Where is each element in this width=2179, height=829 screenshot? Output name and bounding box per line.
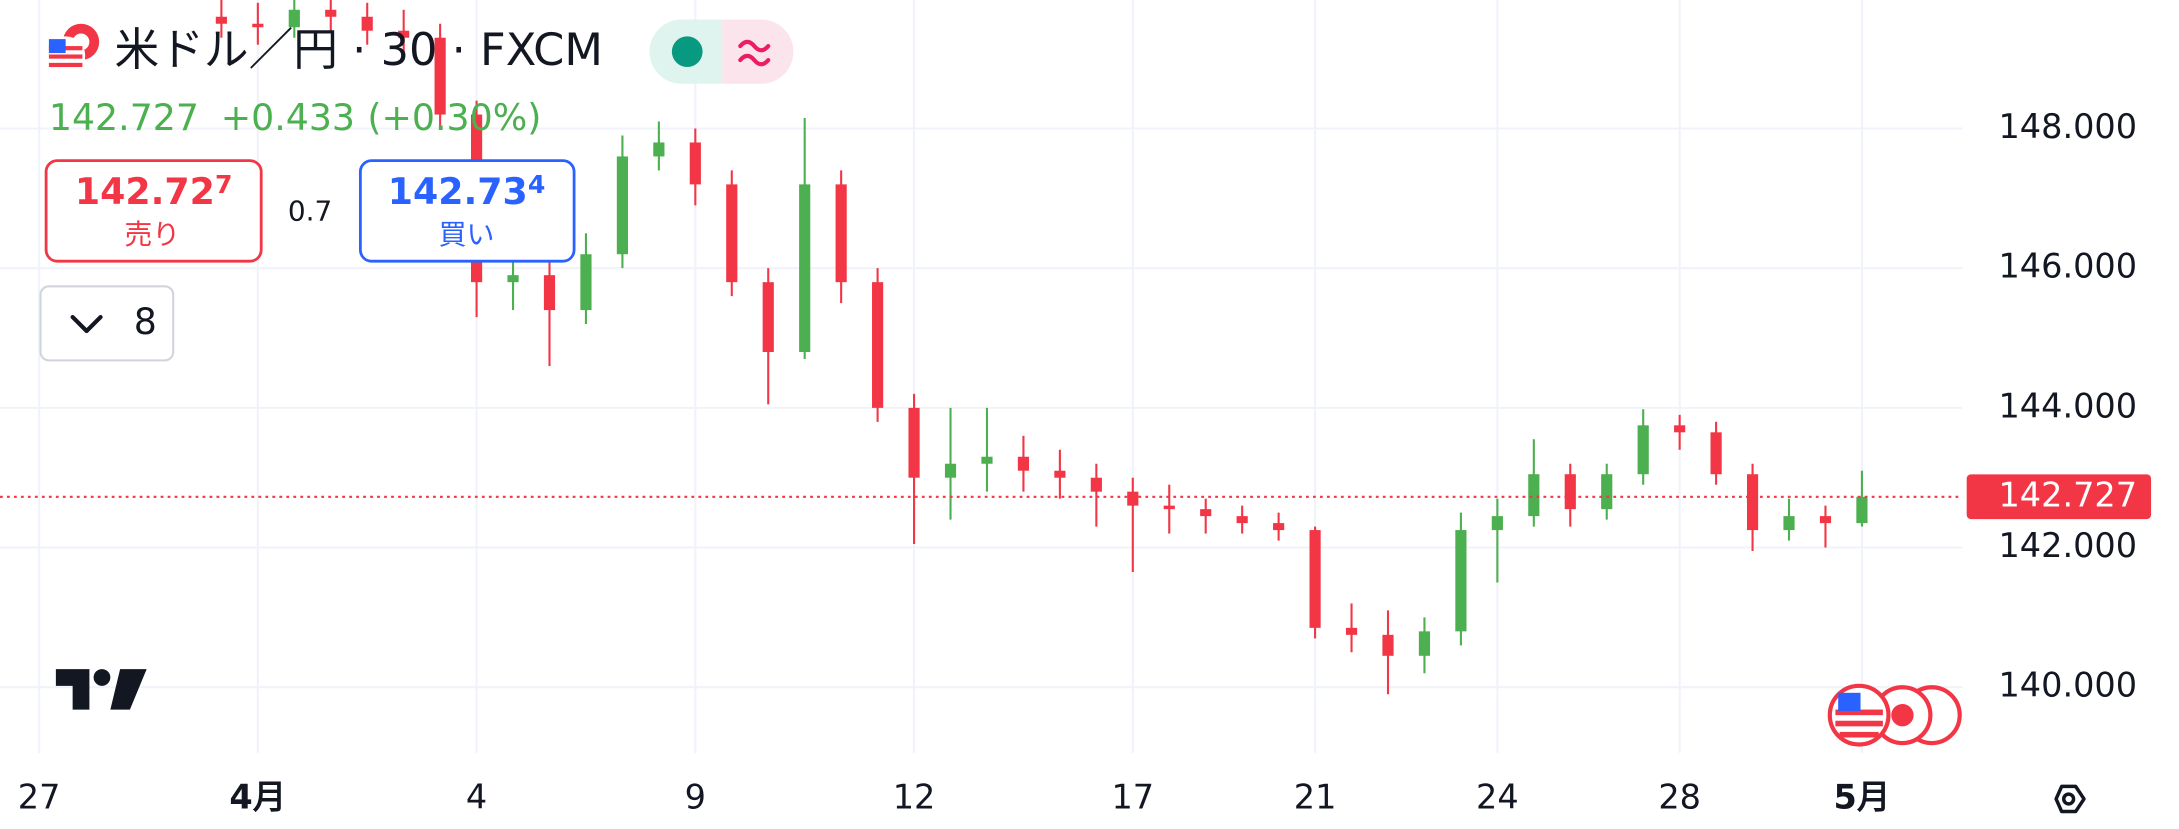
candle-body xyxy=(1783,516,1795,531)
candle-body xyxy=(543,275,556,311)
axes: 140.000 142.000 144.000 146.000 148.000 27 4月 4… xyxy=(0,107,2152,816)
x-tick-label: 4月 xyxy=(229,777,286,816)
current-price-tag xyxy=(1966,474,2152,520)
candle-body xyxy=(252,23,264,28)
candle-body xyxy=(1455,530,1467,632)
candle-body xyxy=(434,37,446,115)
buy-price-pip: 4 xyxy=(528,170,545,199)
candle-body xyxy=(1236,516,1248,524)
candle-body xyxy=(507,275,519,283)
symbol-title[interactable]: 米ドル／円 · 30 · FXCM xyxy=(115,24,603,76)
candle-body xyxy=(361,16,373,31)
candle-body xyxy=(1601,474,1613,510)
candle-body xyxy=(726,184,738,283)
candle-body xyxy=(580,254,592,311)
candle-body xyxy=(1564,474,1576,510)
tv-logo[interactable] xyxy=(55,669,147,710)
candle-body xyxy=(1856,496,1868,524)
sell-price-main: 142.72 xyxy=(75,170,215,213)
candle-body xyxy=(689,142,701,185)
candle-body xyxy=(1674,425,1686,433)
candle-body xyxy=(1418,631,1431,656)
candle-body xyxy=(1491,516,1503,531)
candle-body xyxy=(1345,627,1358,635)
candle-body xyxy=(325,9,337,17)
x-tick-label: 27 xyxy=(18,777,61,816)
event-flags[interactable] xyxy=(1827,683,1962,747)
candles xyxy=(215,0,1868,695)
last-price: 142.727 xyxy=(49,96,199,139)
buy-price: 142.734 xyxy=(388,170,546,213)
x-tick-label: 4 xyxy=(466,777,487,816)
candle-body xyxy=(1819,516,1832,524)
price-change-pct: (+0.30%) xyxy=(367,96,541,139)
y-tick-label: 140.000 xyxy=(1998,666,2137,705)
candle-body xyxy=(616,156,628,255)
indicators-count: 8 xyxy=(134,300,157,343)
y-tick-label: 148.000 xyxy=(1998,107,2137,146)
candle-body xyxy=(288,9,300,28)
x-tick-label: 28 xyxy=(1658,777,1701,816)
indicators-toggle[interactable]: 8 xyxy=(39,285,175,362)
buy-button[interactable]: 142.734 買い xyxy=(358,159,576,263)
candle-body xyxy=(1382,634,1394,656)
y-tick-label: 146.000 xyxy=(1998,247,2137,286)
x-tick-label: 24 xyxy=(1476,777,1519,816)
settings-button[interactable] xyxy=(2054,784,2086,814)
candle-body xyxy=(1017,456,1030,471)
symbol-flag xyxy=(46,23,100,76)
x-tick-label: 17 xyxy=(1111,777,1154,816)
candle-body xyxy=(1127,491,1139,506)
candle-body xyxy=(1746,474,1759,531)
sell-price: 142.727 xyxy=(75,170,233,213)
sell-button[interactable]: 142.727 売り xyxy=(44,159,263,263)
spread: 0.7 xyxy=(288,194,332,227)
candle-body xyxy=(1200,509,1212,517)
current-price-label: 142.727 xyxy=(1998,475,2137,514)
candle-body xyxy=(835,184,847,283)
y-tick-label: 142.000 xyxy=(1998,526,2137,565)
candle-body xyxy=(215,16,227,24)
quote-line: 142.727 +0.433 (+0.30%) xyxy=(49,96,542,139)
candle-body xyxy=(872,282,884,408)
candle-body xyxy=(1710,432,1722,475)
x-tick-label: 5月 xyxy=(1834,777,1891,816)
candle-body xyxy=(653,142,665,157)
candle-body xyxy=(981,456,993,464)
candle-body xyxy=(1163,505,1175,510)
candle-body xyxy=(1309,530,1321,628)
x-tick-label: 9 xyxy=(685,777,706,816)
status-pill[interactable] xyxy=(649,19,794,84)
candle-body xyxy=(1054,470,1066,478)
candle-body xyxy=(908,407,920,478)
y-tick-label: 144.000 xyxy=(1998,386,2137,425)
candle-body xyxy=(1273,523,1285,531)
buy-price-main: 142.73 xyxy=(388,170,528,213)
x-tick-label: 12 xyxy=(893,777,936,816)
candle-body xyxy=(1637,425,1649,475)
candle-body xyxy=(799,184,811,352)
candle-body xyxy=(762,282,774,352)
buy-label: 買い xyxy=(439,218,495,251)
candle-body xyxy=(1090,477,1102,492)
sell-label: 売り xyxy=(124,218,180,251)
x-tick-label: 21 xyxy=(1294,777,1337,816)
grid xyxy=(0,0,1963,753)
price-change: +0.433 xyxy=(221,96,355,139)
candle-body xyxy=(944,463,957,478)
sell-price-pip: 7 xyxy=(215,170,232,199)
candle-body xyxy=(1528,474,1540,517)
candle-body xyxy=(398,30,410,38)
